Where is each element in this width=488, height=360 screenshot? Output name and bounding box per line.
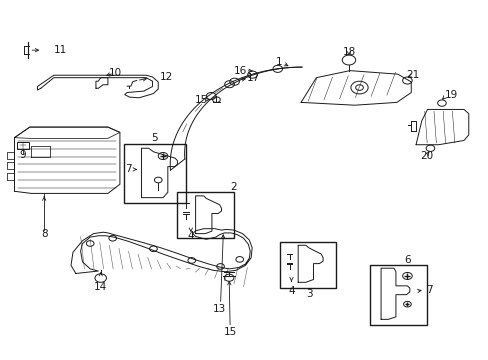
Text: 9: 9: [20, 150, 26, 159]
Text: 12: 12: [160, 72, 173, 82]
Text: 21: 21: [406, 70, 419, 80]
Bar: [177, 192, 233, 238]
Text: 7: 7: [125, 165, 132, 174]
Text: 20: 20: [419, 151, 432, 161]
Text: 1: 1: [275, 57, 282, 67]
Bar: [17, 142, 29, 149]
Text: 2: 2: [230, 182, 237, 192]
Text: 6: 6: [403, 256, 410, 265]
Text: 11: 11: [54, 45, 67, 55]
Text: 5: 5: [151, 133, 158, 143]
Text: 7: 7: [425, 285, 431, 295]
Text: 8: 8: [41, 229, 47, 239]
Text: 13: 13: [212, 304, 226, 314]
Text: 4: 4: [287, 286, 294, 296]
Text: 4: 4: [187, 231, 194, 241]
Text: 3: 3: [305, 289, 312, 299]
Text: 14: 14: [94, 282, 107, 292]
Bar: [123, 144, 185, 203]
Text: 19: 19: [444, 90, 457, 100]
Text: 17: 17: [246, 73, 260, 83]
Text: 15: 15: [223, 327, 236, 337]
Bar: [280, 242, 335, 288]
Text: 15: 15: [194, 95, 207, 105]
Bar: [369, 265, 426, 325]
Text: 16: 16: [233, 66, 247, 76]
Text: 18: 18: [342, 47, 355, 57]
Text: 10: 10: [108, 68, 122, 78]
